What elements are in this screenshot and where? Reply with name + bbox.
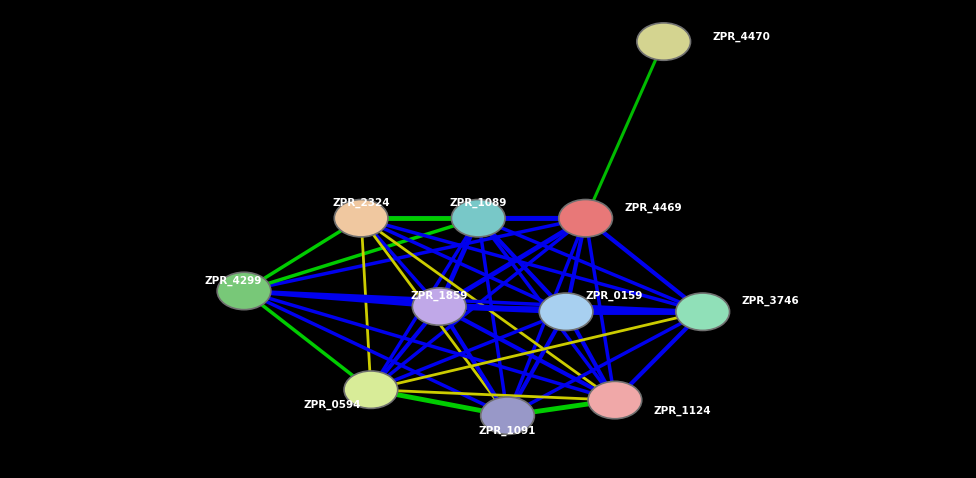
Ellipse shape xyxy=(345,371,398,408)
Text: ZPR_1124: ZPR_1124 xyxy=(654,405,712,415)
Text: ZPR_1089: ZPR_1089 xyxy=(450,197,507,208)
Text: ZPR_0159: ZPR_0159 xyxy=(586,291,643,301)
Ellipse shape xyxy=(588,381,642,419)
Ellipse shape xyxy=(413,288,467,325)
Text: ZPR_2324: ZPR_2324 xyxy=(332,197,390,208)
Text: ZPR_1091: ZPR_1091 xyxy=(479,426,536,436)
Ellipse shape xyxy=(452,199,506,237)
Ellipse shape xyxy=(539,293,593,330)
Ellipse shape xyxy=(481,397,535,435)
Ellipse shape xyxy=(675,293,730,330)
Ellipse shape xyxy=(558,199,613,237)
Text: ZPR_0594: ZPR_0594 xyxy=(304,400,360,411)
Ellipse shape xyxy=(637,23,691,60)
Text: ZPR_4299: ZPR_4299 xyxy=(205,275,263,286)
Ellipse shape xyxy=(217,272,270,310)
Text: ZPR_3746: ZPR_3746 xyxy=(742,296,799,306)
Ellipse shape xyxy=(334,199,388,237)
Text: ZPR_1859: ZPR_1859 xyxy=(411,291,468,301)
Text: ZPR_4470: ZPR_4470 xyxy=(712,31,770,42)
Text: ZPR_4469: ZPR_4469 xyxy=(625,203,682,213)
